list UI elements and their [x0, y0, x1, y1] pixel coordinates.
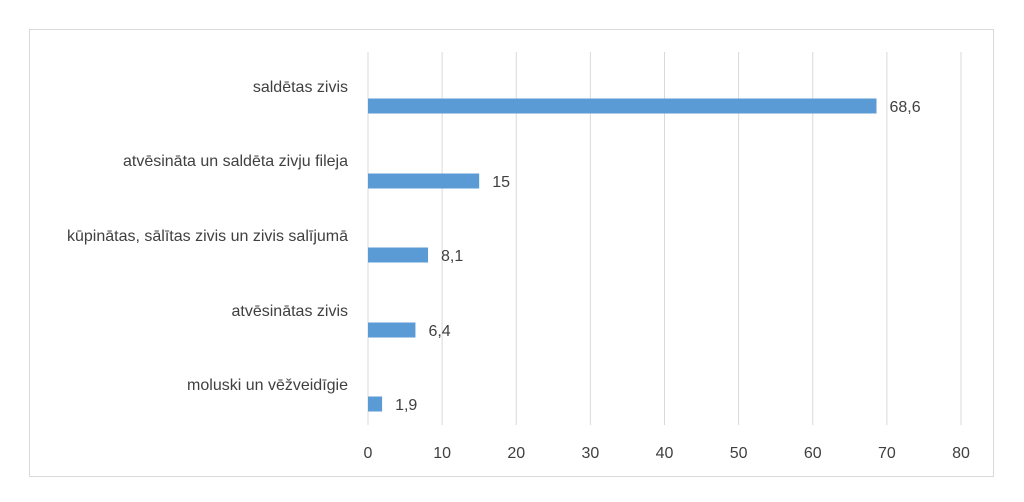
x-tick-label-70: 70 — [878, 445, 896, 462]
bar-2 — [368, 247, 429, 263]
category-label-0: saldētas zivis — [253, 79, 348, 96]
data-label-3: 6,4 — [428, 323, 450, 340]
bar-0 — [368, 98, 877, 114]
bar-3 — [368, 322, 416, 338]
bars — [368, 98, 877, 412]
x-tick-label-30: 30 — [581, 445, 599, 462]
category-label-2: kūpinātas, sālītas zivis un zivis salīju… — [67, 228, 348, 245]
gridlines — [367, 52, 962, 425]
data-label-4: 1,9 — [395, 397, 417, 414]
category-label-1: atvēsināta un saldēta zivju fileja — [123, 153, 348, 170]
bar-4 — [368, 396, 383, 412]
x-tick-label-40: 40 — [656, 445, 674, 462]
x-tick-label-10: 10 — [433, 445, 451, 462]
data-label-0: 68,6 — [889, 99, 920, 116]
data-label-2: 8,1 — [441, 248, 463, 265]
category-label-4: moluski un vēžveidīgie — [187, 377, 348, 394]
x-tick-label-0: 0 — [364, 445, 373, 462]
data-label-1: 15 — [492, 174, 510, 191]
x-tick-label-60: 60 — [804, 445, 822, 462]
x-tick-label-20: 20 — [507, 445, 525, 462]
category-label-3: atvēsinātas zivis — [232, 303, 349, 320]
x-tick-label-80: 80 — [952, 445, 970, 462]
bar-1 — [368, 173, 480, 189]
labels: 0 10 20 30 40 50 60 70 80 saldētas zivis 68,6 atvēs… — [67, 79, 970, 462]
x-tick-label-50: 50 — [730, 445, 748, 462]
